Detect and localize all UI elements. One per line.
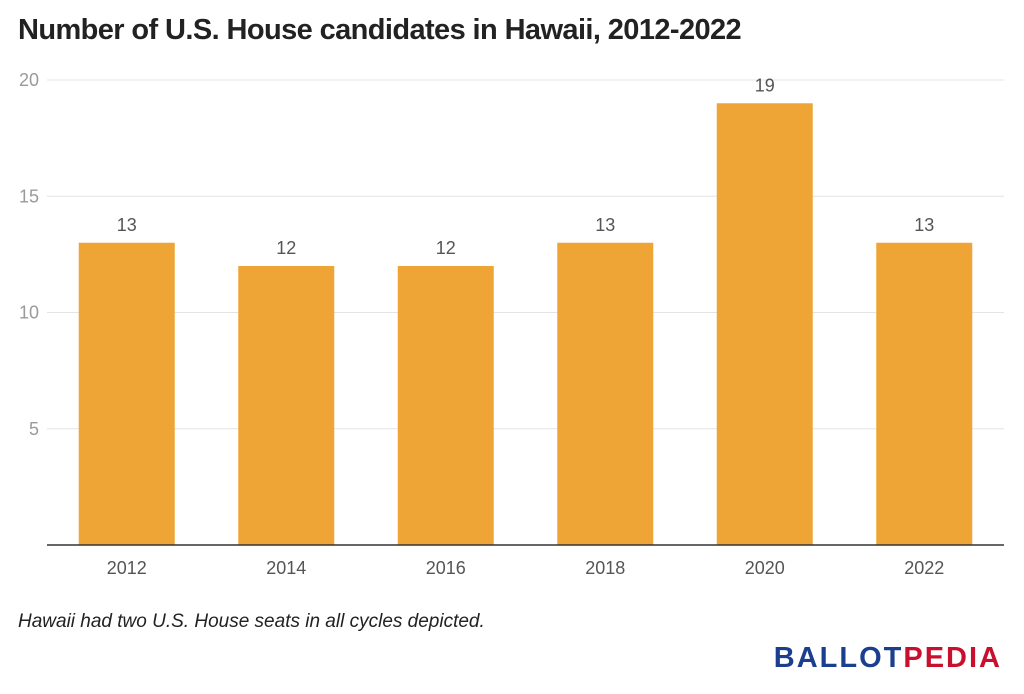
data-label: 12 bbox=[436, 238, 456, 258]
y-tick-label: 5 bbox=[29, 419, 39, 439]
bar bbox=[397, 266, 494, 545]
data-label: 12 bbox=[276, 238, 296, 258]
x-tick-label: 2016 bbox=[426, 558, 466, 578]
x-tick-label: 2020 bbox=[745, 558, 785, 578]
x-tick-label: 2012 bbox=[107, 558, 147, 578]
data-label: 19 bbox=[755, 75, 775, 95]
footnote: Hawaii had two U.S. House seats in all c… bbox=[18, 611, 485, 632]
logo-text-ballot: BALLOT bbox=[773, 642, 904, 674]
bar bbox=[78, 242, 175, 545]
y-tick-label: 15 bbox=[19, 186, 39, 206]
bar bbox=[557, 242, 654, 545]
y-tick-label: 20 bbox=[19, 70, 39, 90]
bar bbox=[238, 266, 335, 545]
bar bbox=[876, 242, 973, 545]
ballotpedia-logo: BALLOTPEDIA bbox=[774, 642, 1002, 675]
y-tick-label: 10 bbox=[19, 303, 39, 323]
data-label: 13 bbox=[117, 215, 137, 235]
x-tick-label: 2014 bbox=[266, 558, 306, 578]
logo-text-pedia: PEDIA bbox=[903, 642, 1002, 674]
data-label: 13 bbox=[595, 215, 615, 235]
x-tick-label: 2018 bbox=[585, 558, 625, 578]
data-label: 13 bbox=[914, 215, 934, 235]
bar bbox=[716, 103, 813, 545]
x-tick-label: 2022 bbox=[904, 558, 944, 578]
chart-title: Number of U.S. House candidates in Hawai… bbox=[18, 14, 742, 46]
bar-chart: 5 10 15 20 13 2012 12 2014 12 2016 13 2018 19 2020 13 2… bbox=[19, 70, 1004, 578]
